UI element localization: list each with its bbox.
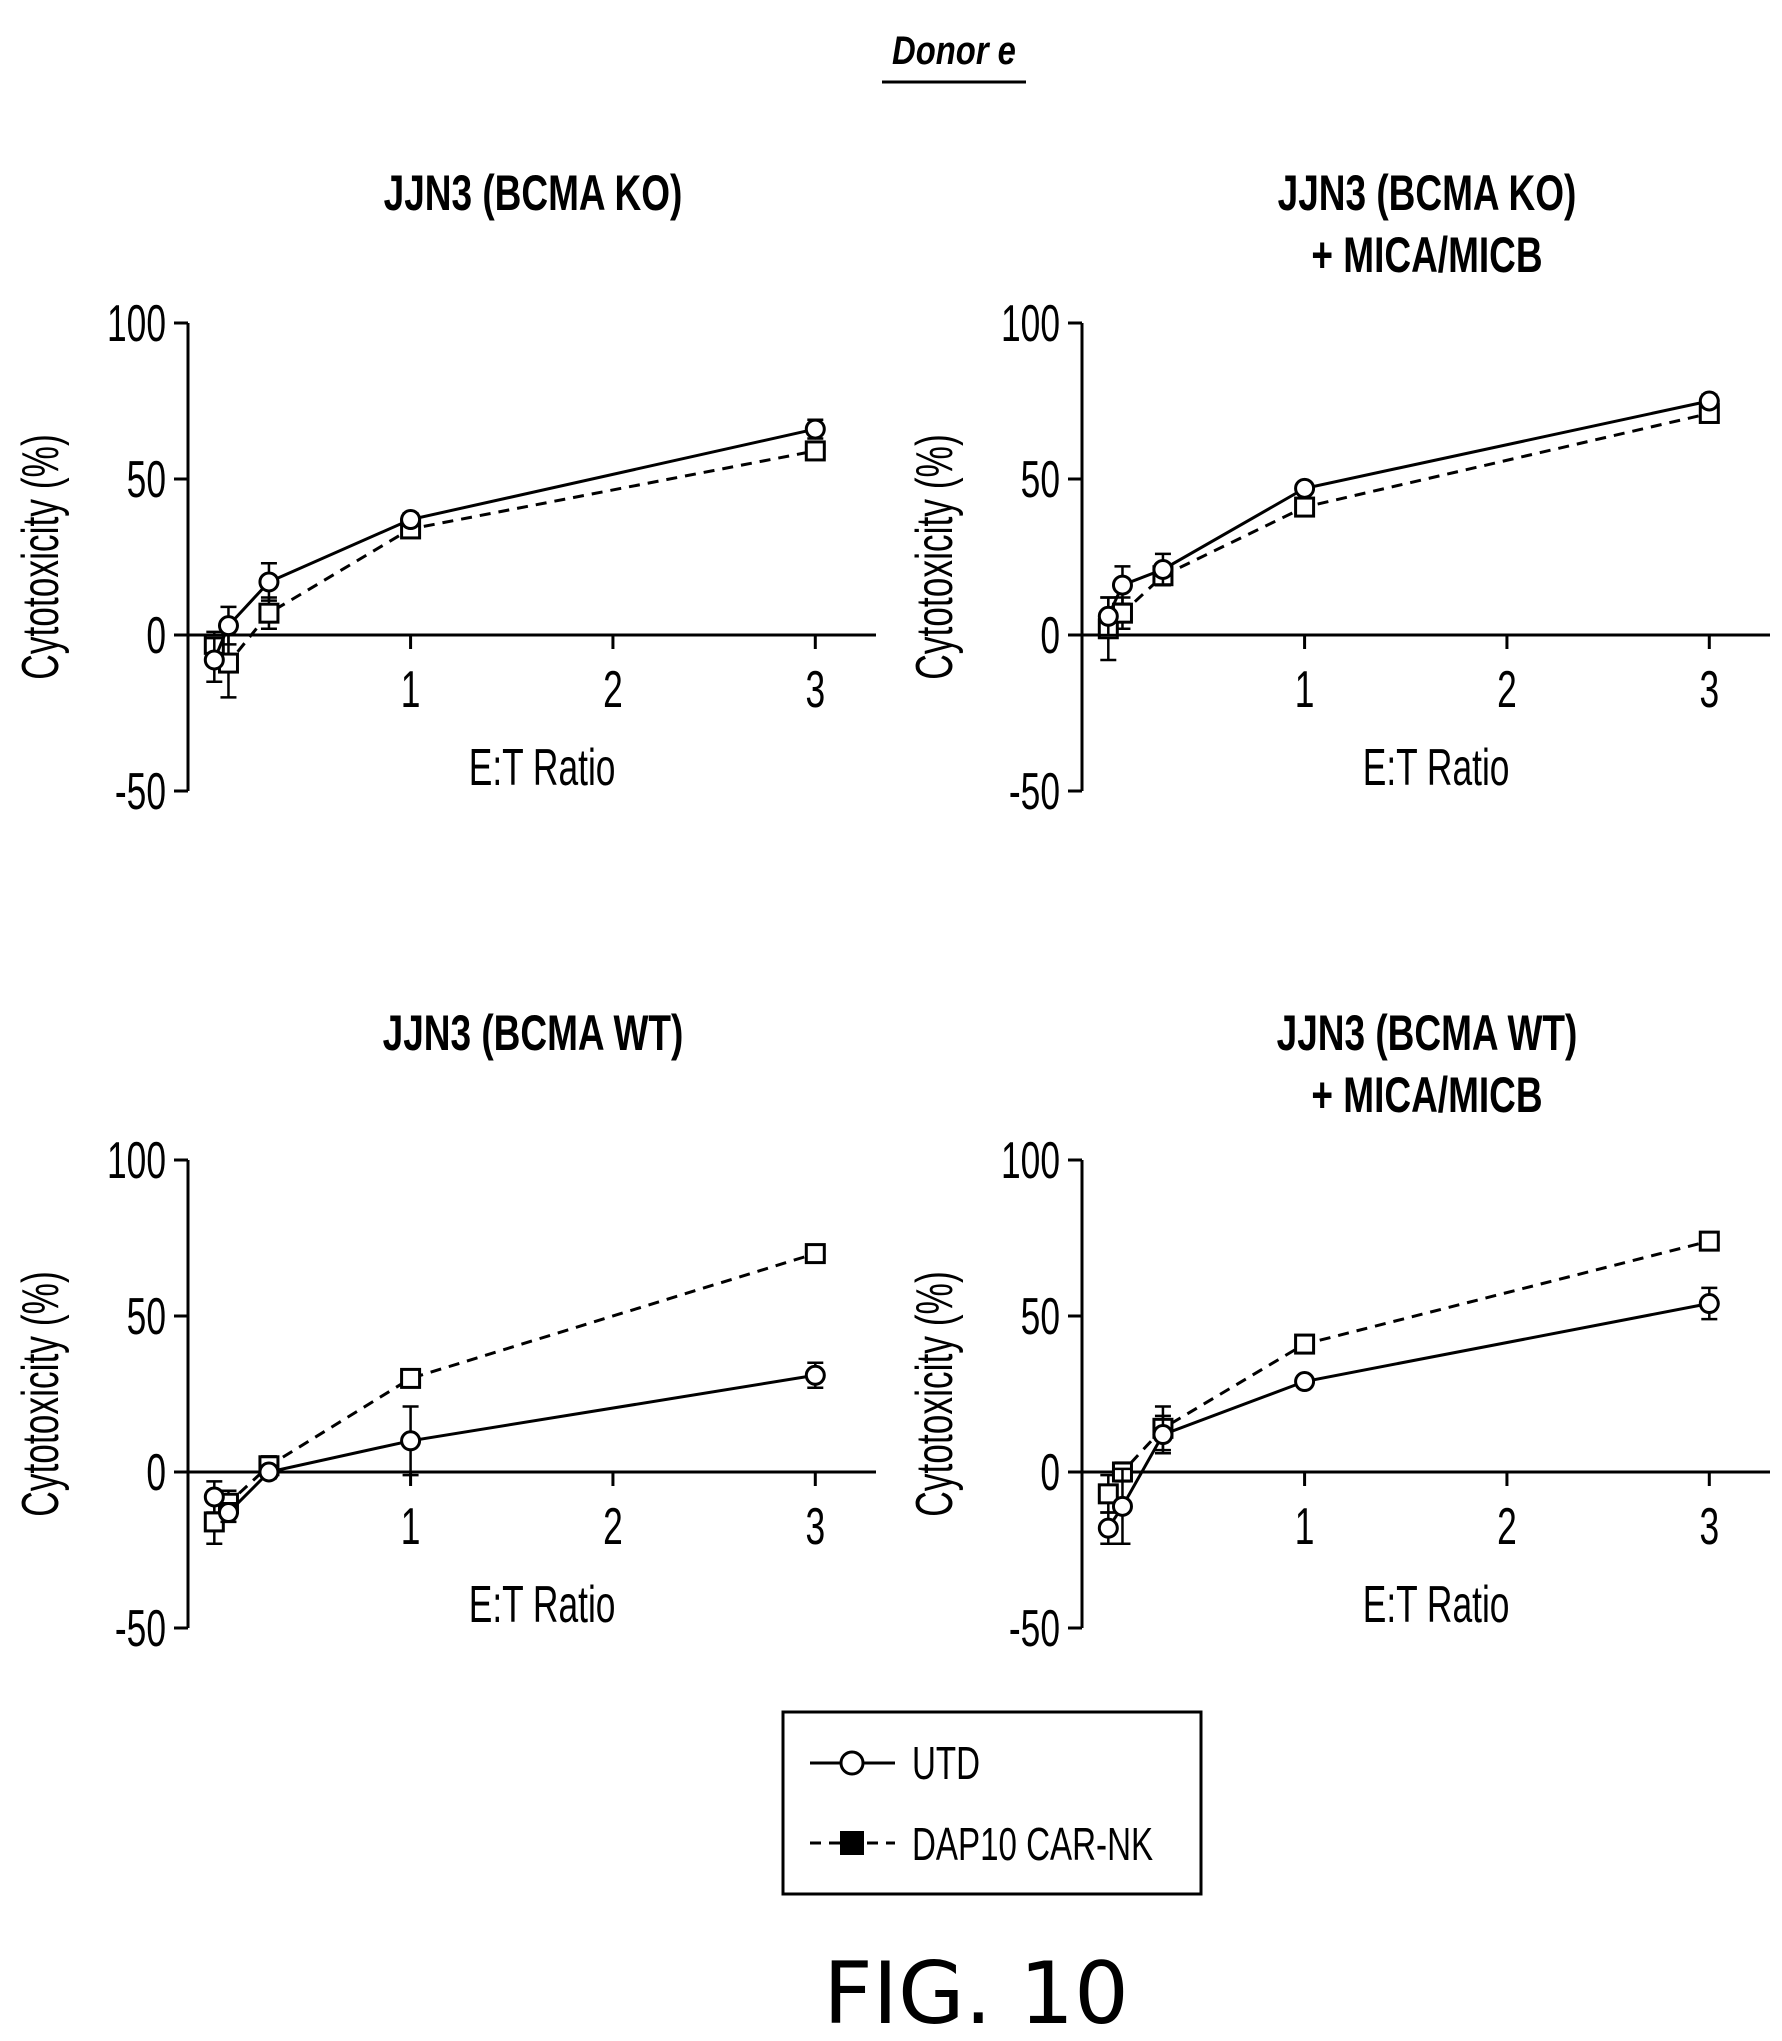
series-line [213, 449, 816, 666]
data-point-circle [1294, 1371, 1316, 1393]
data-point-circle [1294, 477, 1316, 499]
y-tick-label: -50 [115, 1600, 166, 1657]
y-tick-label: 0 [146, 607, 166, 664]
data-point-square [400, 1367, 422, 1389]
y-tick-label: 50 [1021, 1288, 1060, 1345]
series-utd [203, 418, 826, 684]
legend-filled-square-marker [840, 1831, 864, 1855]
chart-title-line: + MICA/MICB [1311, 228, 1542, 284]
y-tick-label: 50 [1021, 451, 1060, 508]
legend-label-utd: UTD [912, 1739, 980, 1789]
y-axis-label: Cytotoxicity (%) [906, 1271, 963, 1517]
y-tick-label: 50 [127, 451, 166, 508]
x-axis-label: E:T Ratio [1363, 739, 1510, 796]
x-tick-label: 2 [1497, 1498, 1517, 1555]
y-tick-label: -50 [115, 763, 166, 820]
data-point-circle [400, 509, 422, 531]
legend: UTD DAP10 CAR-NK [781, 1710, 1203, 1896]
x-axis-label: E:T Ratio [469, 739, 616, 796]
chart-title-line: JJN3 (BCMA KO) [384, 166, 683, 222]
data-point-circle [258, 571, 280, 593]
chart-panel-2: JJN3 (BCMA KO) + MICA/MICB -50 0 50 100 1 2 3 E:T… [906, 166, 1770, 821]
y-axis-label: Cytotoxicity (%) [906, 434, 963, 680]
y-tick-label: 0 [1040, 1444, 1060, 1501]
y-tick-label: 50 [127, 1288, 166, 1345]
data-point-circle [1111, 574, 1133, 596]
data-point-square [258, 602, 280, 624]
legend-label-dap10-car-nk: DAP10 CAR-NK [912, 1820, 1153, 1870]
y-tick-label: 100 [1001, 295, 1060, 352]
legend-open-circle-marker [839, 1750, 865, 1776]
series-line [212, 427, 816, 661]
y-axis-label: Cytotoxicity (%) [12, 434, 69, 680]
x-tick-label: 1 [401, 1498, 421, 1555]
chart-title-line: JJN3 (BCMA WT) [1277, 1006, 1578, 1062]
data-point-circle [400, 1430, 422, 1452]
data-point-square [1097, 1483, 1119, 1505]
x-tick-label: 1 [1295, 1498, 1315, 1555]
data-point-square [804, 1243, 826, 1265]
x-tick-label: 2 [603, 1498, 623, 1555]
data-point-circle [203, 649, 225, 671]
chart-title-line: + MICA/MICB [1311, 1068, 1542, 1124]
data-point-circle [1097, 605, 1119, 627]
x-tick-label: 2 [603, 661, 623, 718]
legend-item-dap10-car-nk: DAP10 CAR-NK [810, 1820, 1153, 1870]
data-point-circle [1097, 1517, 1119, 1539]
y-tick-label: -50 [1009, 1600, 1060, 1657]
x-tick-label: 1 [401, 661, 421, 718]
chart-panel-3: JJN3 (BCMA WT) -50 0 50 100 1 2 3 E:T Ratio Cytot… [12, 1006, 876, 1658]
series-dap10-car-nk [1097, 402, 1720, 662]
y-tick-label: 0 [146, 1444, 166, 1501]
data-point-circle [804, 418, 826, 440]
chart-panel-1: JJN3 (BCMA KO) -50 0 50 100 1 2 3 E:T Ratio Cytot… [12, 166, 876, 821]
x-axis-label: E:T Ratio [469, 1576, 616, 1633]
data-point-circle [217, 615, 239, 637]
y-tick-label: 100 [1001, 1132, 1060, 1189]
series-dap10-car-nk [203, 1243, 826, 1546]
y-tick-label: -50 [1009, 763, 1060, 820]
x-tick-label: 3 [1699, 661, 1719, 718]
series-dap10-car-nk [1097, 1230, 1720, 1514]
series-line [1107, 1302, 1710, 1529]
data-point-square [804, 440, 826, 462]
data-point-circle [1111, 1495, 1133, 1517]
data-point-circle [217, 1502, 239, 1524]
legend-box [781, 1710, 1203, 1896]
y-tick-label: 100 [107, 1132, 166, 1189]
y-tick-label: 0 [1040, 607, 1060, 664]
x-axis-label: E:T Ratio [1363, 1576, 1510, 1633]
series-utd [1097, 1286, 1720, 1546]
x-tick-label: 3 [1699, 1498, 1719, 1555]
y-tick-label: 100 [107, 295, 166, 352]
series-line [1107, 1239, 1710, 1495]
x-tick-label: 3 [805, 1498, 825, 1555]
data-point-circle [203, 1486, 225, 1508]
data-point-square [1294, 1333, 1316, 1355]
chart-title-line: JJN3 (BCMA KO) [1278, 166, 1577, 222]
series-line [1107, 412, 1710, 630]
data-point-circle [258, 1461, 280, 1483]
donor-label: Donor e [892, 28, 1016, 73]
data-point-circle [1152, 558, 1174, 580]
x-tick-label: 2 [1497, 661, 1517, 718]
x-tick-label: 1 [1295, 661, 1315, 718]
data-point-circle [1698, 1293, 1720, 1315]
chart-panel-4: JJN3 (BCMA WT) + MICA/MICB -50 0 50 100 1 2 3 E:T… [906, 1006, 1770, 1658]
y-axis-label: Cytotoxicity (%) [12, 1271, 69, 1517]
chart-title-line: JJN3 (BCMA WT) [383, 1006, 684, 1062]
series-utd [1097, 390, 1720, 637]
data-point-circle [804, 1364, 826, 1386]
data-point-square [1294, 496, 1316, 518]
legend-item-utd: UTD [810, 1739, 980, 1789]
data-point-circle [1152, 1424, 1174, 1446]
x-tick-label: 3 [805, 661, 825, 718]
series-utd [203, 1361, 826, 1524]
series-line [213, 1252, 816, 1523]
data-point-circle [1698, 390, 1720, 412]
figure-caption: FIG. 10 [823, 1944, 1129, 2041]
data-point-square [1698, 1230, 1720, 1252]
